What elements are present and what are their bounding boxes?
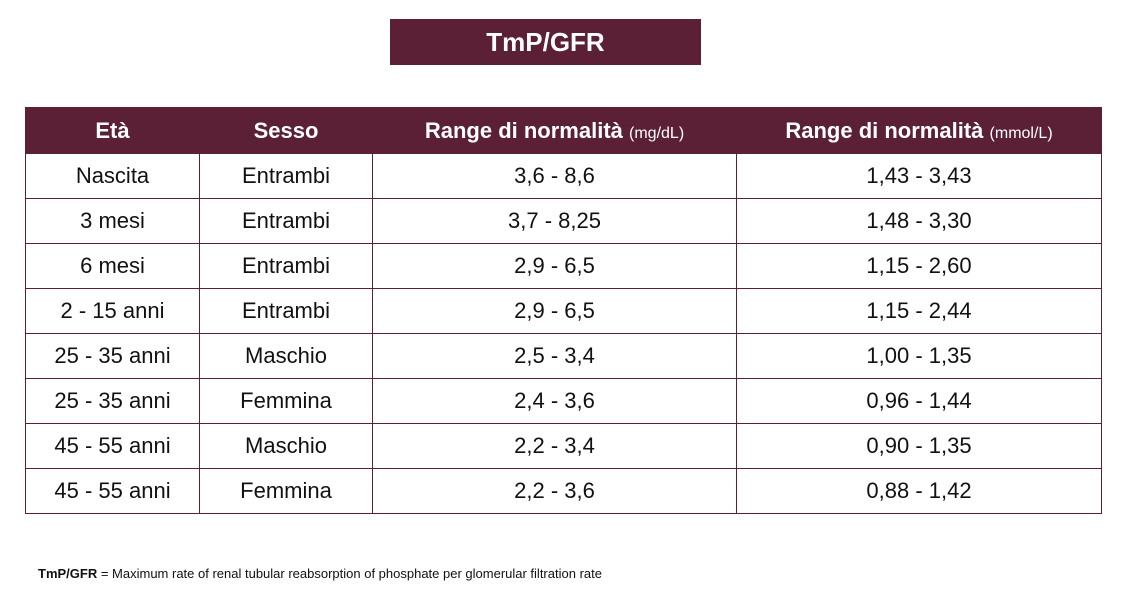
table-row: 45 - 55 anni Femmina 2,2 - 3,6 0,88 - 1,… [25, 468, 1102, 514]
column-header-unit: (mg/dL) [629, 124, 685, 142]
cell-sex: Maschio [199, 333, 373, 379]
column-header-label: Sesso [253, 117, 319, 143]
column-header-label: Età [95, 117, 130, 143]
column-header-label: Range di normalità [424, 117, 623, 143]
cell-age: Nascita [25, 153, 200, 199]
column-header-sex: Sesso [199, 107, 373, 154]
table-row: 25 - 35 anni Femmina 2,4 - 3,6 0,96 - 1,… [25, 378, 1102, 424]
cell-age: 25 - 35 anni [25, 378, 200, 424]
table-row: 45 - 55 anni Maschio 2,2 - 3,4 0,90 - 1,… [25, 423, 1102, 469]
cell-sex: Femmina [199, 468, 373, 514]
cell-range-mmoll: 1,15 - 2,60 [736, 243, 1102, 289]
cell-sex: Entrambi [199, 153, 373, 199]
cell-range-mgdl: 3,6 - 8,6 [372, 153, 737, 199]
column-header-range-mgdl: Range di normalità (mg/dL) [372, 107, 737, 154]
cell-range-mgdl: 2,2 - 3,6 [372, 468, 737, 514]
cell-range-mgdl: 2,9 - 6,5 [372, 288, 737, 334]
cell-age: 2 - 15 anni [25, 288, 200, 334]
cell-range-mmoll: 1,15 - 2,44 [736, 288, 1102, 334]
cell-range-mgdl: 3,7 - 8,25 [372, 198, 737, 244]
cell-range-mgdl: 2,2 - 3,4 [372, 423, 737, 469]
table-row: 2 - 15 anni Entrambi 2,9 - 6,5 1,15 - 2,… [25, 288, 1102, 334]
cell-range-mgdl: 2,5 - 3,4 [372, 333, 737, 379]
cell-sex: Entrambi [199, 198, 373, 244]
table-row: 6 mesi Entrambi 2,9 - 6,5 1,15 - 2,60 [25, 243, 1102, 289]
cell-age: 45 - 55 anni [25, 423, 200, 469]
cell-range-mmoll: 1,00 - 1,35 [736, 333, 1102, 379]
footnote-definition: = Maximum rate of renal tubular reabsorp… [97, 566, 602, 581]
column-header-label: Range di normalità [785, 117, 984, 143]
cell-age: 45 - 55 anni [25, 468, 200, 514]
column-header-age: Età [25, 107, 200, 154]
table-header-row: Età Sesso Range di normalità (mg/dL) Ran… [25, 107, 1102, 154]
cell-range-mmoll: 0,88 - 1,42 [736, 468, 1102, 514]
cell-age: 3 mesi [25, 198, 200, 244]
cell-sex: Femmina [199, 378, 373, 424]
cell-age: 6 mesi [25, 243, 200, 289]
table-row: 3 mesi Entrambi 3,7 - 8,25 1,48 - 3,30 [25, 198, 1102, 244]
cell-sex: Entrambi [199, 288, 373, 334]
column-header-range-mmoll: Range di normalità (mmol/L) [736, 107, 1102, 154]
cell-range-mmoll: 0,90 - 1,35 [736, 423, 1102, 469]
footnote-abbreviation: TmP/GFR [38, 566, 98, 581]
cell-age: 25 - 35 anni [25, 333, 200, 379]
reference-range-table: Età Sesso Range di normalità (mg/dL) Ran… [25, 107, 1102, 514]
cell-sex: Maschio [199, 423, 373, 469]
cell-range-mmoll: 1,43 - 3,43 [736, 153, 1102, 199]
cell-range-mmoll: 1,48 - 3,30 [736, 198, 1102, 244]
cell-sex: Entrambi [199, 243, 373, 289]
cell-range-mgdl: 2,4 - 3,6 [372, 378, 737, 424]
column-header-unit: (mmol/L) [989, 124, 1053, 142]
table-row: Nascita Entrambi 3,6 - 8,6 1,43 - 3,43 [25, 153, 1102, 199]
table-row: 25 - 35 anni Maschio 2,5 - 3,4 1,00 - 1,… [25, 333, 1102, 379]
page-title: TmP/GFR [390, 19, 701, 65]
cell-range-mmoll: 0,96 - 1,44 [736, 378, 1102, 424]
footnote: TmP/GFR = Maximum rate of renal tubular … [38, 566, 602, 581]
cell-range-mgdl: 2,9 - 6,5 [372, 243, 737, 289]
